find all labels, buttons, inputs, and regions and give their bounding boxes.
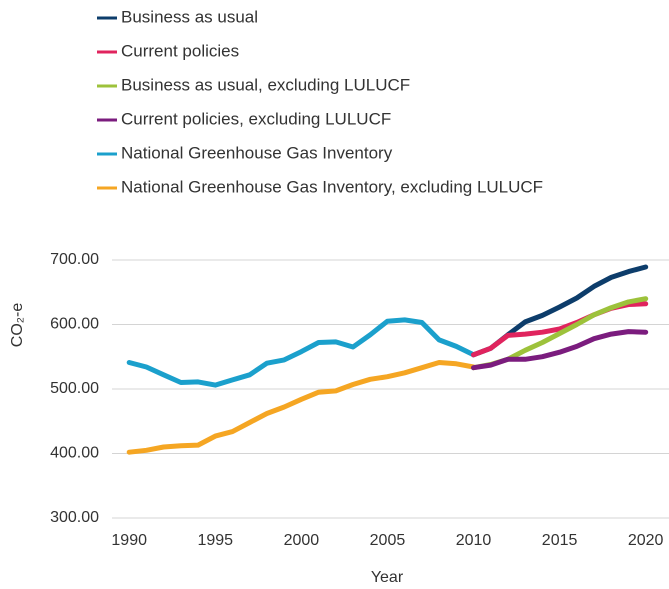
grid: 300.00 400.00 500.00 600.00 700.00 1990 1995 20… — [50, 251, 669, 549]
x-tick-label: 2020 — [628, 532, 664, 549]
x-tick-label: 1990 — [111, 532, 147, 549]
x-axis-label: Year — [371, 569, 404, 586]
x-tick-label: 2010 — [456, 532, 492, 549]
legend-label: National Greenhouse Gas Inventory, exclu… — [121, 177, 543, 196]
series-line — [126, 317, 476, 388]
series-line — [126, 360, 476, 455]
y-tick-label: 600.00 — [50, 316, 99, 333]
y-tick-label: 400.00 — [50, 445, 99, 462]
x-tick-label: 1995 — [197, 532, 233, 549]
y-tick-label: 500.00 — [50, 380, 99, 397]
x-tick-label: 2015 — [542, 532, 578, 549]
legend-label: National Greenhouse Gas Inventory — [121, 143, 393, 162]
series-line — [471, 329, 649, 371]
series-line — [471, 301, 649, 358]
lines — [126, 264, 649, 455]
x-tick-label: 2000 — [284, 532, 320, 549]
legend: Business as usual Current policies Busines… — [97, 7, 543, 196]
y-tick-label: 300.00 — [50, 509, 99, 526]
x-tick-label: 2005 — [370, 532, 406, 549]
y-tick-label: 700.00 — [50, 251, 99, 268]
y-axis-label: CO₂-e — [9, 303, 26, 348]
legend-label: Business as usual, excluding LULUCF — [121, 75, 410, 94]
legend-label: Current policies, excluding LULUCF — [121, 109, 391, 128]
legend-label: Business as usual — [121, 7, 258, 26]
legend-label: Current policies — [121, 41, 239, 60]
